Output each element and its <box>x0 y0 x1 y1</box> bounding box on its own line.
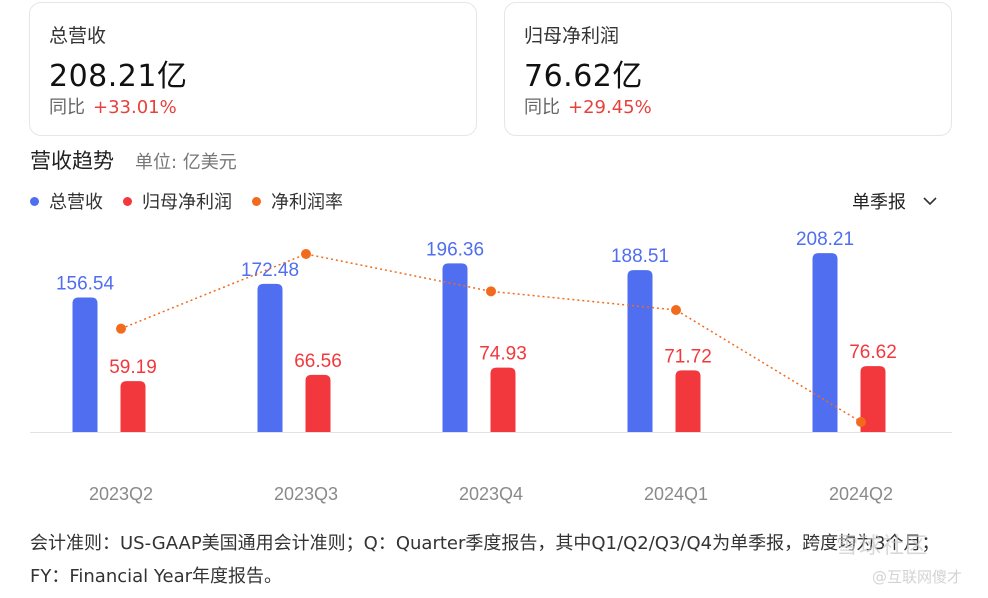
net-profit-yoy-value: +29.45% <box>568 97 652 118</box>
chart-legend: 总营收 归母净利润 净利润率 <box>30 188 363 214</box>
legend-dot-revenue <box>30 196 39 206</box>
data-label-profit-2023Q4: 74.93 <box>479 344 527 365</box>
data-label-profit-2024Q2: 76.62 <box>849 342 897 363</box>
bar-revenue-2024Q2 <box>812 253 838 432</box>
x-tick-2023Q2: 2023Q2 <box>89 484 153 504</box>
net-profit-yoy-label: 同比 <box>524 97 560 118</box>
data-label-revenue-2023Q2: 156.54 <box>56 274 115 295</box>
revenue-yoy-label: 同比 <box>49 97 85 118</box>
revenue-card-label: 总营收 <box>49 25 107 47</box>
revenue-yoy-value: +33.01% <box>93 97 177 118</box>
data-label-profit-2023Q3: 66.56 <box>294 351 342 372</box>
revenue-card-value: 208.21亿 <box>49 59 188 94</box>
period-select[interactable]: 单季报 <box>852 188 938 214</box>
legend-item-profit[interactable]: 归母净利润 <box>123 188 232 214</box>
bar-profit-2024Q1 <box>675 370 701 432</box>
chevron-down-icon <box>923 197 937 206</box>
legend-dot-margin <box>252 196 261 206</box>
bar-profit-2023Q4 <box>490 367 516 432</box>
bar-profit-2023Q3 <box>305 374 331 432</box>
bar-revenue-2023Q4 <box>442 263 468 432</box>
x-tick-2024Q2: 2024Q2 <box>829 484 893 504</box>
period-select-label: 单季报 <box>852 192 906 213</box>
footnote: 会计准则：US-GAAP美国通用会计准则；Q：Quarter季度报告，其中Q1/… <box>30 533 940 587</box>
margin-point-2024Q2 <box>856 417 866 427</box>
net-profit-card-yoy: 同比 +29.45% <box>524 93 652 119</box>
margin-line <box>120 253 862 423</box>
legend-label-revenue: 总营收 <box>49 192 103 213</box>
legend-label-profit: 归母净利润 <box>142 192 232 213</box>
revenue-card-yoy: 同比 +33.01% <box>49 93 177 119</box>
margin-point-2024Q1 <box>671 305 681 315</box>
revenue-card: 总营收 208.21亿 同比 +33.01% <box>29 2 477 136</box>
bar-revenue-2023Q3 <box>257 283 283 432</box>
section-unit: 单位: 亿美元 <box>135 152 237 173</box>
margin-point-2023Q4 <box>486 286 496 297</box>
net-profit-card: 归母净利润 76.62亿 同比 +29.45% <box>504 2 952 136</box>
data-label-revenue-2023Q4: 196.36 <box>426 239 484 260</box>
bar-profit-2023Q2 <box>120 381 146 432</box>
data-label-profit-2024Q1: 71.72 <box>664 346 712 367</box>
data-label-revenue-2023Q3: 172.48 <box>241 260 299 281</box>
legend-label-margin: 净利润率 <box>271 192 343 213</box>
revenue-trend-chart: 156.54 59.19 2023Q2 172.48 66.56 2023Q3 196.36… <box>30 229 952 504</box>
bar-profit-2024Q2 <box>860 366 886 432</box>
x-tick-2024Q1: 2024Q1 <box>644 484 708 504</box>
bar-revenue-2024Q1 <box>627 270 653 432</box>
x-tick-2023Q4: 2023Q4 <box>459 484 523 504</box>
margin-point-2023Q2 <box>116 323 126 334</box>
x-tick-2023Q3: 2023Q3 <box>274 484 338 504</box>
legend-item-revenue[interactable]: 总营收 <box>30 188 103 214</box>
bar-revenue-2023Q2 <box>72 297 98 432</box>
legend-item-margin[interactable]: 净利润率 <box>252 188 343 214</box>
watermark-handle: @互联网傻才 <box>872 568 963 586</box>
watermark: 雪球社区 <box>836 534 929 559</box>
data-label-revenue-2024Q2: 208.21 <box>796 229 854 250</box>
legend-dot-profit <box>123 196 132 206</box>
data-label-profit-2023Q2: 59.19 <box>109 357 157 378</box>
margin-point-2023Q3 <box>301 249 311 259</box>
section-title: 营收趋势 <box>30 149 114 173</box>
net-profit-card-value: 76.62亿 <box>524 59 643 94</box>
data-label-revenue-2024Q1: 188.51 <box>611 246 669 267</box>
net-profit-card-label: 归母净利润 <box>524 25 620 47</box>
